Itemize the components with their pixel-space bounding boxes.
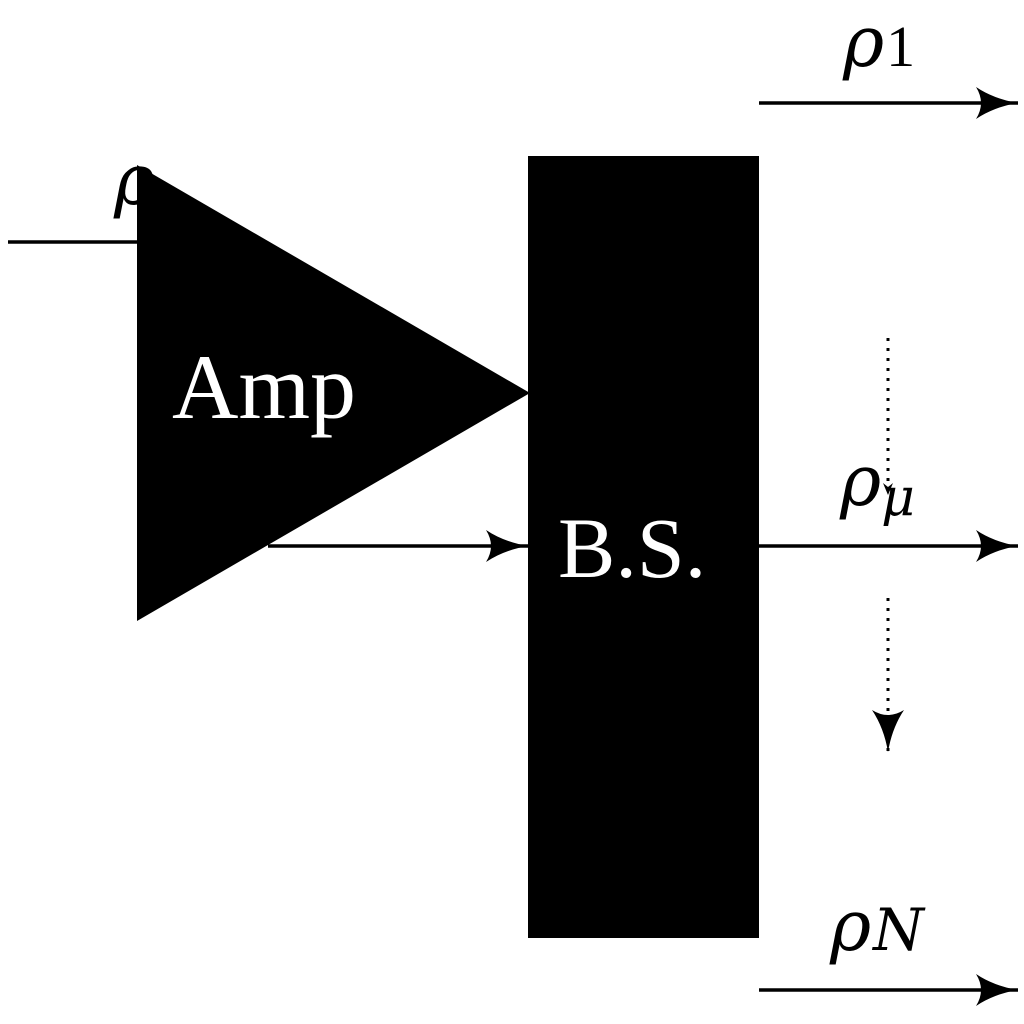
- input-rho-label: ρ: [113, 139, 155, 221]
- output-label-mu-base: ρ: [839, 440, 881, 522]
- output-label-1: ρ1: [842, 1, 915, 83]
- amplifier-label: Amp: [172, 336, 356, 438]
- beam-splitter-label: B.S.: [558, 500, 706, 596]
- output-label-1-sub: 1: [886, 14, 915, 79]
- beam-splitter-block: [528, 156, 759, 938]
- output-label-n-sub: N: [871, 896, 926, 964]
- amplifier-triangle: [137, 165, 530, 621]
- output-label-n-base: ρ: [829, 885, 871, 967]
- output-label-mu-sub: μ: [881, 468, 915, 528]
- output-label-mu: ρμ: [839, 440, 915, 528]
- output-label-n: ρN: [829, 885, 926, 967]
- output-label-1-base: ρ: [842, 1, 884, 83]
